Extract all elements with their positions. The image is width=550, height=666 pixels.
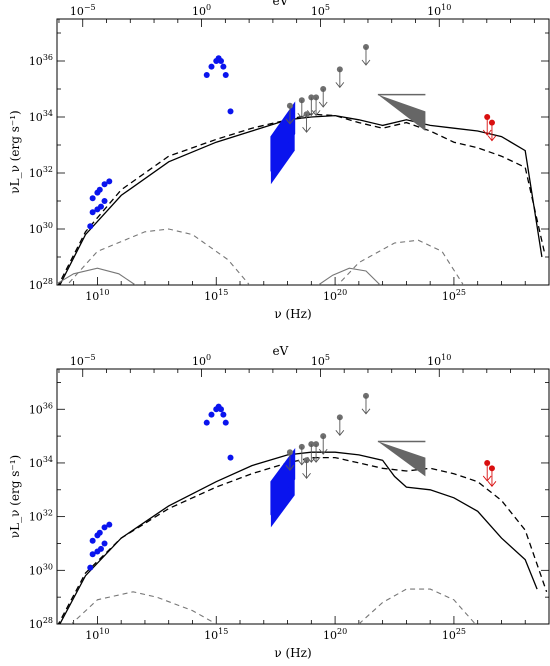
data-point-blue — [203, 72, 210, 78]
model-curve-gray-solid — [57, 267, 136, 285]
top-tick-label: 10−5 — [70, 353, 96, 368]
x-tick-label: 1020 — [323, 627, 347, 642]
y-tick-label: 1034 — [29, 455, 53, 470]
model-curve-solid — [59, 451, 538, 624]
top-tick-label: 10−5 — [70, 3, 96, 18]
upper-limit-arrow — [335, 430, 345, 437]
upper-limit-arrow — [361, 408, 371, 415]
data-point-blue — [87, 223, 94, 230]
model-curve-gray-dashed — [70, 591, 217, 624]
top-tick-label: 100 — [192, 3, 211, 18]
data-point-blue — [220, 63, 227, 70]
data-point-blue — [218, 58, 224, 64]
data-point-blue — [101, 540, 108, 547]
plot-frame — [56, 18, 550, 286]
model-curve-gray-solid — [318, 267, 381, 285]
data-point-blue — [203, 419, 210, 426]
x-tick-label: 1010 — [85, 288, 109, 303]
upper-limit-arrow — [335, 82, 345, 89]
chart-panel-1: 1010 1015 1020 1025 10−5 100 105 1010 1028 1030 10… — [8, 0, 550, 321]
y-tick-label: 1032 — [29, 509, 53, 524]
data-point-blue — [97, 545, 104, 552]
top-tick-label: 1010 — [427, 3, 451, 18]
upper-limit-arrow — [302, 472, 311, 479]
xray-bowtie-lower — [270, 479, 295, 528]
data-point-blue — [97, 203, 104, 210]
upper-limit-arrow — [318, 448, 328, 455]
x-tick-label: 1025 — [442, 627, 466, 642]
y-tick-label: 1028 — [29, 616, 53, 631]
upper-limit-arrow — [318, 101, 328, 108]
data-point-blue — [208, 63, 215, 70]
y-tick-label: 1030 — [29, 221, 53, 236]
top-tick-label: 1010 — [427, 353, 451, 368]
upper-limit-arrow — [361, 59, 371, 66]
y-axis-title: νL_ν (erg s⁻¹) — [8, 110, 22, 193]
upper-limit-arrow-red — [487, 135, 497, 142]
model-curve-gray-dashed — [336, 239, 464, 285]
gamma-bowtie — [377, 94, 426, 131]
model-curve-gray-dashed — [358, 588, 476, 624]
y-axis-title: νL_ν (erg s⁻¹) — [8, 455, 22, 538]
data-point-blue — [96, 529, 103, 536]
data-point-blue — [106, 521, 113, 528]
upper-limit-arrow-red — [482, 475, 492, 482]
y-tick-label: 1036 — [29, 401, 53, 416]
upper-limit-arrow-red — [482, 129, 492, 136]
top-axis-title: eV — [273, 0, 289, 8]
data-point-blue — [101, 181, 108, 188]
data-point-blue — [208, 411, 215, 418]
data-point-blue — [101, 524, 108, 531]
data-point-blue — [89, 551, 96, 558]
top-axis-title: eV — [273, 344, 289, 358]
model-curve-solid — [59, 114, 543, 285]
data-point-blue — [101, 198, 108, 204]
upper-limit-arrow-red — [487, 481, 497, 488]
x-axis-title: ν (Hz) — [274, 307, 311, 321]
x-tick-label: 1010 — [85, 627, 109, 642]
data-point-blue — [87, 564, 94, 571]
chart-panel-2: 1010 1015 1020 1025 10−5 100 105 1010 1028 1030 10… — [8, 344, 550, 660]
upper-limit-arrow — [285, 118, 295, 125]
x-tick-label: 1020 — [323, 288, 347, 303]
y-tick-label: 1036 — [29, 53, 53, 68]
data-point-blue — [89, 195, 96, 202]
plot-area — [57, 392, 548, 624]
upper-limit-arrow — [311, 110, 321, 117]
y-tick-label: 1030 — [29, 562, 53, 577]
y-tick-label: 1034 — [29, 109, 53, 124]
model-curve-dashed — [57, 113, 545, 285]
upper-limit-arrow — [311, 456, 321, 463]
data-point-blue — [106, 178, 113, 185]
plot-area — [57, 44, 545, 285]
data-point-blue — [222, 419, 229, 426]
data-point-blue — [218, 406, 224, 413]
model-curve-dashed — [57, 456, 548, 624]
top-tick-label: 105 — [311, 353, 330, 368]
data-point-blue — [89, 209, 96, 216]
plot-frame — [56, 368, 550, 625]
x-tick-label: 1015 — [204, 288, 228, 303]
x-tick-label: 1015 — [204, 627, 228, 642]
upper-limit-arrow — [302, 126, 311, 133]
x-axis-title: ν (Hz) — [274, 646, 311, 660]
data-point-blue — [96, 186, 103, 193]
upper-limit-arrow — [285, 464, 295, 471]
x-tick-label: 1025 — [442, 288, 466, 303]
data-point-blue — [222, 72, 229, 78]
data-point-blue — [227, 454, 234, 461]
gamma-bowtie — [377, 441, 426, 477]
data-point-blue — [227, 108, 234, 115]
data-point-blue — [220, 411, 227, 418]
data-point-blue — [89, 537, 96, 544]
y-tick-label: 1032 — [29, 165, 53, 180]
xray-bowtie-lower — [270, 133, 295, 185]
top-tick-label: 105 — [311, 3, 330, 18]
top-tick-label: 100 — [192, 353, 211, 368]
model-curve-gray-dashed — [66, 228, 250, 285]
y-tick-label: 1028 — [29, 277, 53, 292]
